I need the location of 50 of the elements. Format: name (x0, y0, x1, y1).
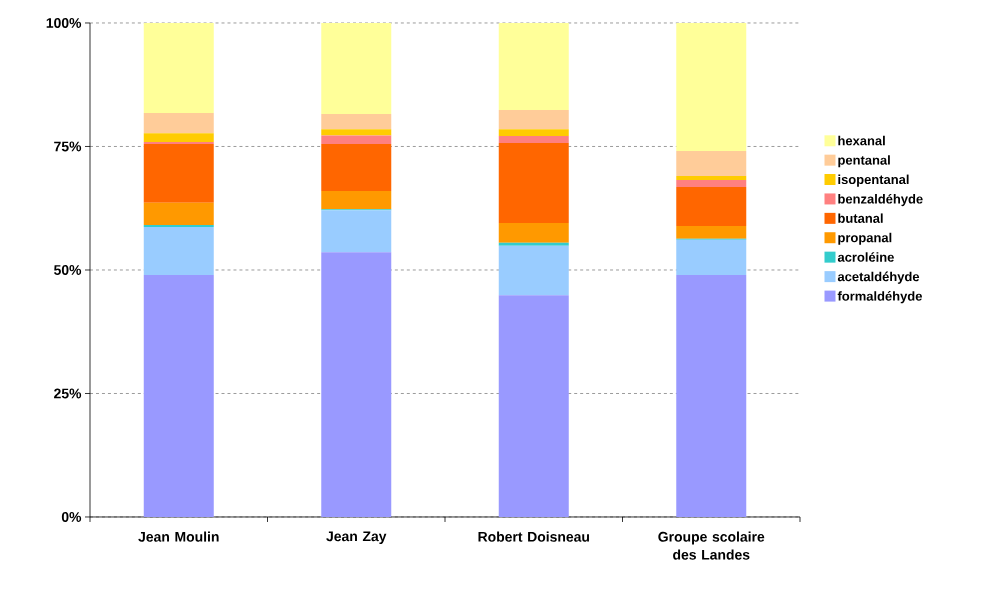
bar (321, 22, 392, 114)
bar (676, 176, 747, 181)
x-tick-label: Groupe scolaire des Landes (658, 531, 765, 560)
bar (498, 223, 569, 243)
bar (676, 150, 747, 177)
x-tick-label: Jean Moulin (138, 531, 219, 542)
bar (143, 227, 214, 275)
y-tick-label: 50% (54, 265, 82, 275)
legend-label: formaldéhyde (837, 291, 922, 304)
y-tick-label: 0% (61, 512, 82, 522)
bar (676, 239, 747, 275)
bar (498, 295, 569, 517)
bar (321, 190, 392, 210)
legend-label: pentanal (838, 155, 890, 168)
bar (143, 22, 214, 113)
x-tick-label: Jean Zay (326, 531, 387, 544)
bar (676, 186, 747, 227)
bar (143, 274, 214, 517)
bar (676, 22, 747, 151)
bar (321, 210, 392, 253)
x-tick-label: Robert Doisneau (478, 531, 590, 542)
bar (498, 109, 569, 130)
bar (321, 129, 392, 136)
bar (321, 252, 392, 517)
legend-label: hexanal (838, 135, 885, 146)
bar (143, 112, 214, 134)
bar (143, 144, 214, 203)
legend-label: acetaldéhyde (837, 271, 920, 284)
bar (498, 242, 569, 246)
bar (143, 133, 214, 143)
bar (498, 245, 569, 296)
bar (676, 226, 747, 239)
bar (498, 129, 569, 137)
legend-label: isopentanal (838, 174, 909, 187)
bar (321, 113, 392, 130)
legend-label: benzaldéhyde (838, 193, 923, 207)
y-tick-label: 75% (54, 141, 82, 152)
bar (676, 274, 747, 517)
bar (143, 202, 214, 226)
bar (498, 143, 569, 224)
bar (321, 144, 392, 191)
legend-label: butanal (838, 213, 883, 223)
bar (498, 22, 569, 110)
legend-label: propanal (838, 232, 892, 245)
bar (498, 136, 569, 144)
y-tick-label: 100% (46, 18, 82, 28)
bar (321, 135, 392, 145)
y-tick-label: 25% (54, 388, 82, 399)
bar (676, 180, 747, 187)
legend-label: acroléine (837, 252, 894, 262)
